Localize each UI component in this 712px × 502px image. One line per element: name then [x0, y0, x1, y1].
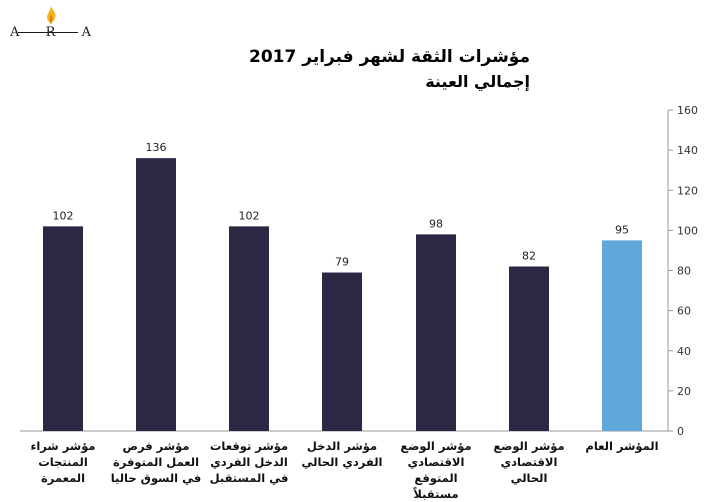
- bar: [322, 272, 362, 431]
- data-label: 136: [146, 141, 167, 154]
- data-label: 102: [53, 209, 74, 222]
- data-label: 102: [239, 209, 260, 222]
- y-tick-label: 20: [677, 385, 691, 398]
- x-tick-label: مؤشر فرص العمل المتوفرة في السوق حاليا: [110, 439, 202, 485]
- ara-logo: A R A: [6, 6, 96, 42]
- logo-underline: [18, 32, 78, 33]
- data-label: 95: [615, 223, 629, 236]
- flame-icon: [47, 6, 56, 25]
- x-tick-label: مؤشر توقعات الدخل الفردي في المستقبل: [209, 439, 289, 485]
- y-tick-label: 0: [677, 425, 684, 438]
- chart-title-block: مؤشرات الثقة لشهر فبراير 2017 إجمالي الع…: [150, 44, 530, 94]
- y-tick-label: 140: [677, 144, 698, 157]
- bar: [43, 226, 83, 431]
- bar: [229, 226, 269, 431]
- x-tick-label: مؤشر شراء المنتجات المعمرة: [30, 439, 96, 485]
- chart-subtitle: إجمالي العينة: [425, 72, 530, 91]
- data-label: 98: [429, 217, 443, 230]
- chart-title: مؤشرات الثقة لشهر فبراير 2017: [249, 47, 530, 67]
- y-tick-label: 80: [677, 265, 691, 278]
- bar: [602, 240, 642, 431]
- data-label: 79: [335, 256, 349, 269]
- y-tick-label: 60: [677, 305, 691, 318]
- y-tick-label: 100: [677, 224, 698, 237]
- x-tick-label: المؤشر العام: [585, 439, 659, 453]
- x-tick-label: مؤشر الوضع الاقتصادي الحالي: [493, 439, 565, 485]
- y-tick-label: 40: [677, 345, 691, 358]
- y-tick-label: 120: [677, 184, 698, 197]
- x-tick-label: مؤشر الدخل الفردي الحالي: [301, 439, 383, 469]
- x-tick-label: مؤشر الوضع الاقتصادي المتوقع مستقبلاً: [400, 439, 472, 501]
- bar: [416, 234, 456, 431]
- y-tick-label: 160: [677, 104, 698, 117]
- bar: [136, 158, 176, 431]
- logo-text: A R A: [10, 25, 94, 40]
- bar: [509, 266, 549, 431]
- data-label: 82: [522, 249, 536, 262]
